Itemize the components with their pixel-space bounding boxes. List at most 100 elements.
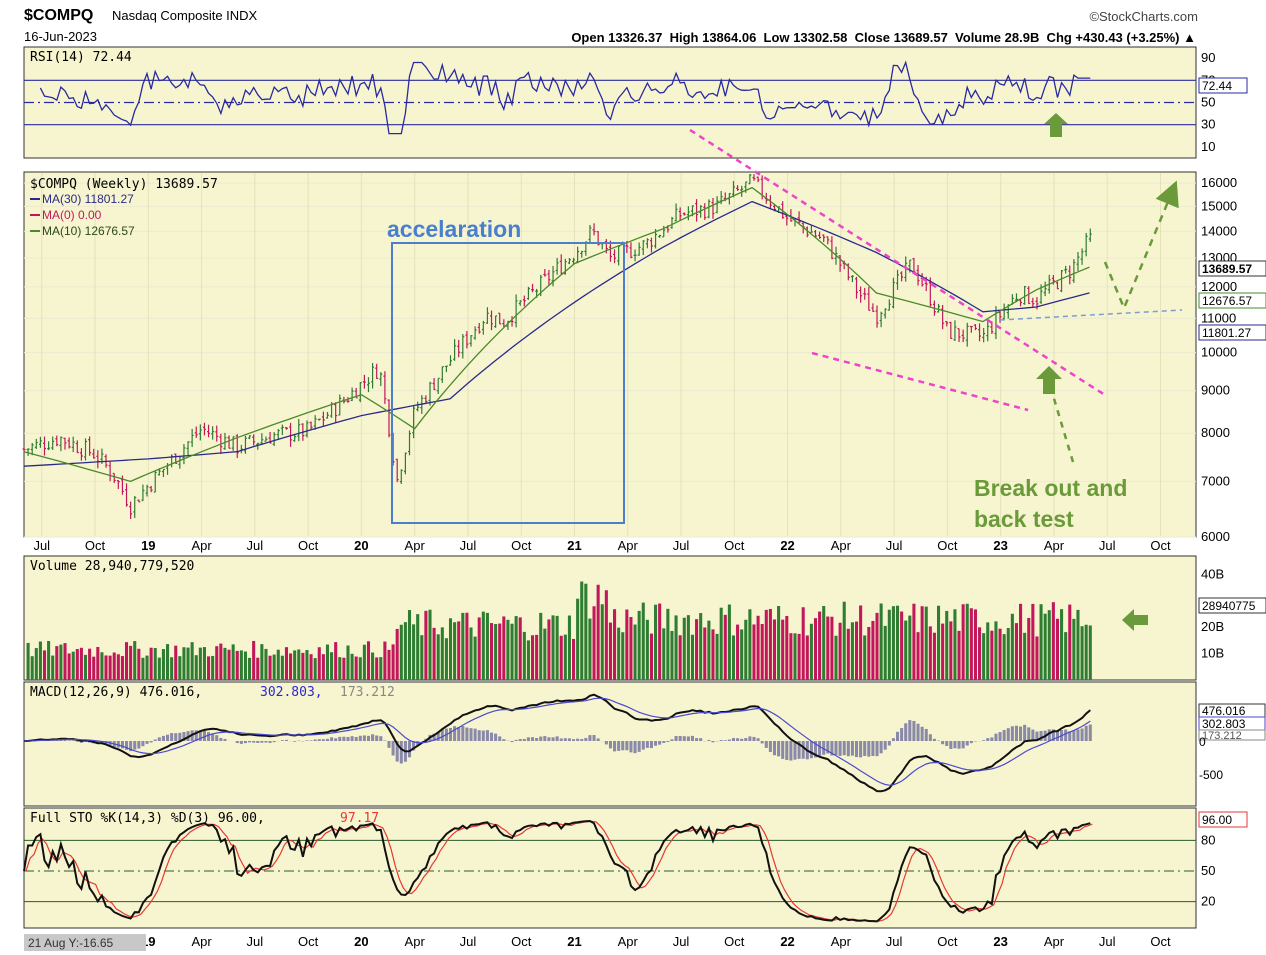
- volume-bar: [1072, 619, 1075, 680]
- volume-bar: [646, 620, 649, 680]
- volume-value-tag: 28940775: [1202, 599, 1256, 613]
- macd-hist-bar: [593, 735, 596, 741]
- volume-bar: [535, 635, 538, 680]
- macd-hist-bar: [465, 728, 468, 741]
- macd-hist-bar: [453, 726, 456, 741]
- macd-hist-bar: [236, 741, 239, 743]
- x-tick-label: Oct: [1150, 538, 1171, 553]
- volume-bar: [63, 643, 66, 680]
- volume-bar: [412, 624, 415, 680]
- x-tick-label: 20: [354, 538, 368, 553]
- volume-bar: [174, 646, 177, 680]
- volume-bar: [494, 624, 497, 680]
- macd-hist-bar: [326, 739, 329, 741]
- volume-bar: [601, 604, 604, 680]
- volume-bar: [654, 605, 657, 680]
- macd-hist-bar: [363, 735, 366, 741]
- symbol: $COMPQ: [24, 7, 93, 24]
- volume-bar: [867, 627, 870, 680]
- macd-hist-bar: [859, 741, 862, 757]
- x-tick-label: Oct: [937, 538, 958, 553]
- volume-bar: [96, 647, 99, 680]
- volume-bar: [847, 629, 850, 680]
- volume-bar: [875, 613, 878, 680]
- volume-bar: [318, 647, 321, 680]
- volume-bar: [117, 654, 120, 680]
- volume-bar: [334, 642, 337, 680]
- volume-bar: [72, 652, 75, 680]
- volume-bar: [211, 656, 214, 680]
- macd-hist-bar: [482, 731, 485, 741]
- x-tick-label: 19: [141, 538, 155, 553]
- macd-hist-bar: [875, 741, 878, 756]
- macd-hist-bar: [174, 733, 177, 741]
- x-tick-label: Oct: [724, 934, 745, 949]
- volume-bar: [162, 649, 165, 680]
- macd-hist-bar: [785, 741, 788, 760]
- sto-label-d: 97.17: [340, 811, 379, 826]
- macd-hist-bar: [293, 741, 296, 742]
- volume-bar: [757, 616, 760, 680]
- volume-tick: 20B: [1201, 619, 1224, 634]
- macd-hist-bar: [986, 738, 989, 741]
- volume-bar: [301, 653, 304, 680]
- macd-hist-bar: [564, 738, 567, 741]
- volume-bar: [396, 629, 399, 680]
- macd-hist-bar: [154, 739, 157, 741]
- volume-bar: [437, 634, 440, 680]
- volume-bar: [474, 637, 477, 680]
- volume-bar: [551, 615, 554, 680]
- ohlc-summary: Open 13326.37 High 13864.06 Low 13302.58…: [571, 30, 1196, 45]
- volume-bar: [55, 646, 58, 680]
- volume-bar: [818, 612, 821, 680]
- volume-bar: [912, 604, 915, 680]
- volume-bar: [1003, 634, 1006, 680]
- volume-bar: [970, 608, 973, 680]
- macd-hist-bar: [256, 741, 259, 743]
- volume-bar: [978, 627, 981, 680]
- volume-bar: [433, 628, 436, 680]
- volume-bar: [744, 620, 747, 680]
- volume-bar: [88, 649, 91, 680]
- macd-hist-bar: [367, 736, 370, 741]
- macd-hist-bar: [322, 739, 325, 741]
- volume-bar: [236, 651, 239, 680]
- macd-hist-bar: [523, 739, 526, 741]
- volume-bar: [539, 613, 542, 680]
- macd-hist-bar: [695, 738, 698, 741]
- volume-bar: [182, 647, 185, 680]
- macd-hist-bar: [642, 741, 645, 750]
- volume-bar: [84, 655, 87, 680]
- macd-hist-bar: [1081, 729, 1084, 741]
- volume-bar: [1019, 604, 1022, 680]
- macd-hist-bar: [892, 738, 895, 741]
- macd-hist-bar: [556, 736, 559, 741]
- macd-hist-bar: [1076, 729, 1079, 741]
- x-tick-label: Apr: [405, 934, 426, 949]
- macd-hist-bar: [408, 741, 411, 757]
- volume-bar: [109, 656, 112, 680]
- volume-bar: [839, 623, 842, 680]
- volume-bar: [1023, 633, 1026, 680]
- macd-hist-bar: [707, 740, 710, 741]
- volume-bar: [31, 656, 34, 680]
- macd-label-signal: 302.803,: [260, 685, 323, 700]
- macd-hist-bar: [551, 737, 554, 741]
- x-tick-label: Apr: [191, 934, 212, 949]
- macd-hist-bar: [720, 740, 723, 741]
- macd-hist-bar: [711, 741, 714, 742]
- macd-hist-bar: [1007, 728, 1010, 741]
- ma10-value-tag: 12676.57: [1202, 294, 1252, 308]
- macd-hist-bar: [789, 741, 792, 761]
- x-tick-label: Apr: [618, 934, 639, 949]
- rsi-tick: 90: [1201, 50, 1215, 65]
- volume-bar: [707, 621, 710, 680]
- volume-bar: [240, 650, 243, 680]
- macd-hist-bar: [834, 741, 837, 755]
- volume-bar: [121, 656, 124, 680]
- volume-bar: [293, 650, 296, 680]
- macd-hist-bar: [490, 733, 493, 741]
- macd-hist-bar: [170, 733, 173, 741]
- macd-hist-bar: [457, 727, 460, 741]
- volume-bar: [625, 610, 628, 680]
